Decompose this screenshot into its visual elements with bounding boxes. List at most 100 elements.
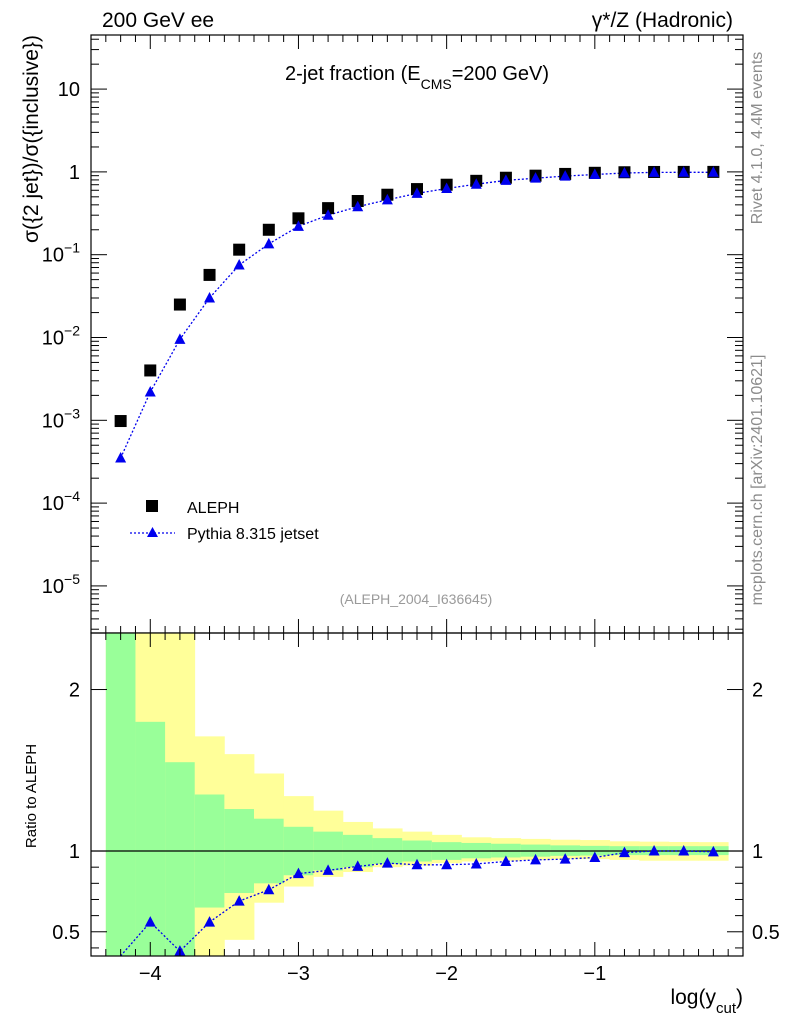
pythia-point — [174, 333, 186, 344]
aleph-point — [144, 364, 157, 377]
ratio-point — [470, 857, 482, 869]
ratio-point — [707, 845, 719, 857]
ratio-uncertainty-bands — [105, 633, 729, 956]
main-y-tick-label: 10−4 — [42, 488, 80, 515]
ratio-point — [500, 855, 512, 867]
aleph-point — [173, 298, 186, 311]
header-left-label: 200 GeV ee — [102, 9, 214, 32]
aleph-point — [322, 202, 335, 215]
ratio-y-tick-label-left: 1 — [69, 841, 80, 863]
ratio-point — [618, 846, 630, 858]
x-tick-label: −3 — [287, 963, 310, 985]
ratio-y-tick-label-left: 2 — [69, 680, 80, 702]
ratio-y-tick-labels: 0.5 0.5 1 1 2 2 — [52, 680, 780, 944]
ratio-point — [322, 864, 334, 875]
legend: ALEPH Pythia 8.315 jetset — [130, 500, 319, 543]
ratio-inner-band — [165, 762, 196, 956]
pythia-point — [204, 291, 216, 303]
legend-aleph-label: ALEPH — [187, 500, 239, 517]
main-title-tail: =200 GeV) — [452, 63, 549, 85]
pythia-point — [441, 182, 453, 194]
ratio-point — [589, 851, 601, 862]
x-tick-label: −4 — [139, 963, 162, 985]
ratio-panel: 0.5 0.5 1 1 2 2 −4 −3 −2 −1 Ratio to ALEPH log(y… — [23, 632, 780, 1017]
ratio-x-tick-labels: −4 −3 −2 −1 — [139, 963, 606, 985]
ratio-axis-ticks — [90, 633, 744, 956]
ratio-y-tick-label-left: 0.5 — [52, 922, 80, 944]
ratio-inner-band — [105, 633, 136, 956]
legend-pythia-marker — [147, 527, 158, 537]
pythia-point — [530, 172, 542, 183]
header-right-label: γ*/Z (Hadronic) — [592, 9, 733, 32]
main-y-tick-label: 10−2 — [42, 323, 80, 350]
pythia-series-line — [120, 171, 714, 459]
main-y-tick-labels: 10−5 10−4 10−3 10−2 10−1 1 10 — [42, 79, 80, 598]
pythia-point — [233, 259, 245, 270]
ratio-point — [263, 883, 275, 895]
legend-aleph-marker — [146, 500, 158, 512]
pythia-point — [144, 385, 156, 397]
main-panel-frame — [90, 34, 744, 634]
analysis-watermark: (ALEPH_2004_I636645) — [340, 591, 493, 607]
x-tick-label: −1 — [583, 963, 606, 985]
pythia-point — [618, 166, 630, 178]
aleph-point — [203, 268, 216, 281]
ratio-point — [233, 895, 245, 906]
ratio-y-axis-label: Ratio to ALEPH — [23, 744, 40, 848]
ratio-point — [559, 853, 571, 864]
main-y-tick-label: 10−1 — [42, 240, 80, 267]
aleph-point — [114, 415, 127, 428]
ratio-point — [648, 845, 660, 856]
x-axis-label-sub: cut — [716, 1000, 737, 1017]
main-y-tick-label: 1 — [69, 162, 80, 184]
aleph-point — [292, 212, 305, 225]
main-y-tick-label: 10−3 — [42, 405, 80, 432]
ratio-y-tick-label-right: 1 — [752, 841, 763, 863]
main-axis-ticks — [90, 35, 744, 633]
pythia-point — [589, 168, 601, 180]
x-tick-label: −2 — [435, 963, 458, 985]
pythia-point — [678, 166, 690, 177]
pythia-point — [263, 237, 275, 249]
pythia-point — [115, 452, 127, 463]
ratio-point — [411, 858, 423, 870]
ratio-point — [292, 867, 304, 879]
ratio-point — [204, 916, 216, 927]
ratio-point — [530, 853, 542, 865]
main-title-sub: CMS — [421, 76, 452, 92]
ratio-point — [381, 857, 393, 868]
ratio-y-tick-label-right: 2 — [752, 680, 763, 702]
aleph-point — [233, 243, 246, 256]
main-y-tick-label: 10−5 — [42, 571, 80, 598]
ratio-point — [144, 916, 156, 927]
main-y-axis-label: σ({2 jet})/σ({inclusive}) — [20, 35, 43, 243]
pythia-point — [411, 187, 423, 198]
ratio-point — [352, 860, 364, 871]
pythia-point — [292, 220, 304, 231]
main-title-main: 2-jet fraction (E — [285, 63, 421, 85]
ratio-plot-area — [120, 845, 719, 957]
pythia-point — [322, 209, 334, 220]
ratio-y-tick-label-right: 0.5 — [752, 922, 780, 944]
pythia-point — [500, 174, 512, 185]
pythia-point — [707, 166, 719, 177]
pythia-point — [648, 166, 660, 177]
rivet-label: Rivet 4.1.0, 4.4M events — [749, 52, 766, 225]
ratio-point — [441, 858, 453, 870]
main-plot-area — [114, 165, 720, 463]
aleph-point — [262, 223, 275, 236]
x-axis-label: log(ycut) — [670, 986, 743, 1017]
x-axis-label-main: log(y — [670, 986, 716, 1009]
main-y-tick-label: 10 — [58, 79, 80, 101]
pythia-point — [559, 170, 571, 181]
ratio-point — [678, 845, 690, 856]
main-panel: 10−5 10−4 10−3 10−2 10−1 1 10 2-jet fraction (… — [20, 34, 744, 634]
pythia-point — [470, 178, 482, 189]
legend-pythia-label: Pythia 8.315 jetset — [187, 526, 319, 543]
x-axis-label-tail: ) — [736, 986, 743, 1009]
main-title: 2-jet fraction (ECMS=200 GeV) — [285, 63, 549, 92]
pythia-point — [381, 193, 393, 205]
mcplots-label: mcplots.cern.ch [arXiv:2401.10621] — [749, 355, 766, 606]
pythia-point — [352, 200, 364, 212]
